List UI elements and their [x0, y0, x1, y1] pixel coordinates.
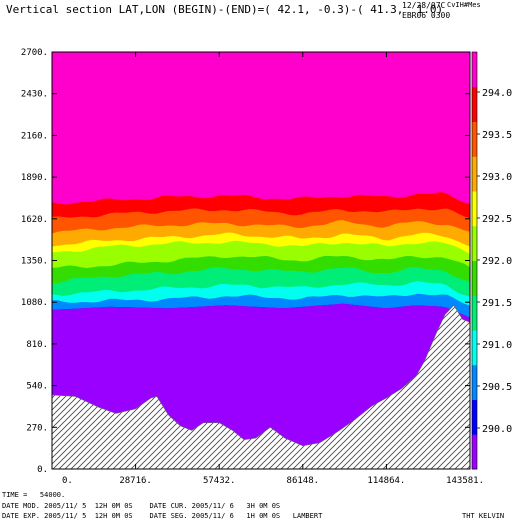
- terrain-profile: [52, 304, 470, 469]
- colorbar-swatch: [472, 364, 477, 400]
- colorbar-label: 293.5: [482, 130, 512, 141]
- y-tick-label: 2430.: [21, 90, 48, 100]
- x-tick-label: 114864.: [367, 476, 405, 486]
- y-tick-label: 1890.: [21, 173, 48, 183]
- colorbar-swatch: [472, 225, 477, 261]
- colorbar-label: 292.5: [482, 214, 512, 225]
- colorbar-swatch: [472, 260, 477, 296]
- footer-time: TIME = 54000.: [2, 491, 66, 499]
- colorbar-swatch: [472, 52, 477, 88]
- colorbar-label: 292.0: [482, 256, 512, 267]
- colorbar-swatch: [472, 295, 477, 331]
- user-stamp: CvIH#Mes: [447, 1, 481, 9]
- colorbar-label: 290.0: [482, 424, 512, 435]
- colorbar-frame: [471, 51, 478, 470]
- run-id: EBR06 0300: [402, 11, 451, 20]
- y-tick-label: 0.: [37, 465, 48, 475]
- colorbar-swatch: [472, 191, 477, 227]
- colorbar-label: 294.0: [482, 88, 512, 99]
- colorbar-swatch: [472, 399, 477, 435]
- chart-title: Vertical section LAT,LON (BEGIN)-(END)=(…: [6, 3, 444, 16]
- y-tick-label: 1620.: [21, 215, 48, 225]
- x-tick-label: 28716.: [119, 476, 152, 486]
- footer-dates-2: DATE EXP. 2005/11/ 5 12H 0M 0S DATE SEG.…: [2, 512, 323, 520]
- y-tick-label: 2160.: [21, 131, 48, 141]
- colorbar-label: 290.5: [482, 382, 512, 393]
- colorbar-swatch: [472, 330, 477, 366]
- footer-dates-1: DATE MOD. 2005/11/ 5 12H 0M 0S DATE CUR.…: [2, 502, 281, 510]
- x-tick-label: 57432.: [203, 476, 236, 486]
- colorbar-label: 291.5: [482, 298, 512, 309]
- x-tick-label: 86148.: [287, 476, 320, 486]
- date-stamp: 12/28/07C: [402, 1, 446, 10]
- colorbar-swatch: [472, 121, 477, 157]
- colorbar-swatch: [472, 156, 477, 192]
- x-tick-label: 143581.: [446, 476, 484, 486]
- y-tick-label: 810.: [26, 340, 48, 350]
- colorbar-label: 291.0: [482, 340, 512, 351]
- field-label: THT KELVIN: [462, 512, 505, 520]
- colorbar-swatch: [472, 434, 477, 470]
- y-tick-label: 1080.: [21, 298, 48, 308]
- x-tick-label: 0.: [62, 476, 73, 486]
- colorbar-swatch: [472, 86, 477, 122]
- y-tick-label: 540.: [26, 382, 48, 392]
- colorbar-label: 293.0: [482, 172, 512, 183]
- y-tick-label: 1350.: [21, 257, 48, 267]
- y-tick-label: 2700.: [21, 48, 48, 58]
- y-tick-label: 270.: [26, 423, 48, 433]
